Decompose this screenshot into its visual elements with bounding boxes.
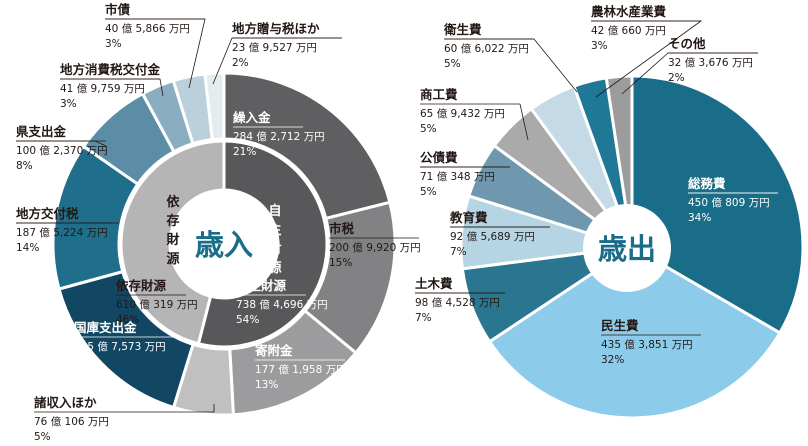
revenue-inner-label-char-0-2: 財 — [267, 241, 281, 257]
revenue-outer-label-name-4: 国庫支出金 — [74, 320, 137, 335]
revenue-center-hole — [171, 191, 277, 297]
revenue-outer-label-pct-3: 5% — [34, 431, 51, 443]
expenditure-label-pct-1: 32% — [601, 354, 624, 366]
expenditure-label-amount-2: 98 億 4,528 万円 — [415, 296, 500, 309]
revenue-outer-leader-line-3 — [124, 404, 215, 413]
revenue-outer-label-name-2: 寄附金 — [255, 343, 293, 358]
expenditure-label-name-5: 商工費 — [420, 87, 458, 102]
revenue-inner-label-amount-0: 738 億 4,696 万円 — [236, 298, 328, 311]
expenditure-label-name-7: 農林水産業費 — [591, 4, 667, 19]
revenue-outer-label-name-7: 地方消費税交付金 — [60, 62, 161, 77]
revenue-outer-label-amount-2: 177 億 1,958 万円 — [255, 363, 347, 376]
revenue-outer-label-amount-3: 76 億 106 万円 — [34, 415, 109, 428]
revenue-outer-leader-line-9 — [212, 37, 342, 85]
expenditure-label-pct-3: 7% — [450, 246, 467, 258]
expenditure-label-pct-7: 3% — [591, 40, 608, 52]
expenditure-label-name-4: 公債費 — [420, 150, 458, 165]
expenditure-center-hole — [583, 204, 671, 292]
expenditure-label-amount-0: 450 億 809 万円 — [688, 196, 770, 209]
revenue-inner-label-amount-1: 610 億 319 万円 — [116, 298, 198, 311]
revenue-outer-label-amount-4: 215 億 7,573 万円 — [74, 340, 166, 353]
revenue-inner-label-char-0-3: 源 — [268, 260, 281, 276]
expenditure-label-pct-4: 5% — [420, 186, 437, 198]
revenue-outer-label-name-0: 繰入金 — [233, 110, 271, 125]
revenue-outer-label-name-3: 諸収入ほか — [34, 395, 97, 410]
expenditure-leader-line-6 — [444, 38, 578, 93]
revenue-outer-label-pct-6: 8% — [16, 160, 33, 172]
revenue-outer-leader-line-8 — [105, 18, 206, 89]
revenue-outer-label-name-8: 市債 — [105, 2, 131, 17]
expenditure-slice-0 — [630, 74, 805, 335]
revenue-outer-label-pct-8: 3% — [105, 38, 122, 50]
expenditure-label-name-8: その他 — [668, 36, 706, 51]
expenditure-slice-1 — [487, 245, 782, 420]
expenditure-label-pct-0: 34% — [688, 212, 711, 224]
revenue-inner-label-char-1-1: 存 — [166, 213, 179, 229]
expenditure-label-name-1: 民生費 — [601, 318, 639, 333]
revenue-outer-label-pct-5: 14% — [16, 242, 39, 254]
revenue-outer-label-amount-8: 40 億 5,866 万円 — [105, 22, 190, 35]
expenditure-label-amount-7: 42 億 660 万円 — [591, 24, 666, 37]
revenue-inner-label-char-0-0: 自 — [268, 203, 281, 219]
revenue-outer-leader-line-6 — [16, 140, 107, 147]
expenditure-label-amount-8: 32 億 3,676 万円 — [668, 56, 753, 69]
expenditure-label-amount-6: 60 億 6,022 万円 — [444, 42, 529, 55]
revenue-outer-label-amount-9: 23 億 9,527 万円 — [232, 41, 317, 54]
revenue-outer-label-amount-6: 100 億 2,370 万円 — [16, 144, 108, 157]
revenue-inner-label-char-0-1: 主 — [268, 222, 281, 238]
expenditure-label-name-6: 衛生費 — [443, 22, 482, 37]
revenue-outer-label-name-6: 県支出金 — [16, 124, 67, 139]
expenditure-leader-line-7 — [591, 20, 703, 98]
revenue-inner-label-pct-1: 46% — [116, 314, 139, 326]
revenue-inner-label-char-1-0: 依 — [166, 194, 180, 210]
revenue-center-label: 歳入 — [195, 228, 253, 262]
expenditure-label-pct-5: 5% — [420, 123, 437, 135]
revenue-inner-slice-0 — [196, 139, 329, 349]
revenue-outer-label-name-9: 地方贈与税ほか — [232, 21, 320, 36]
revenue-inner-label-char-1-3: 源 — [166, 251, 179, 267]
revenue-inner-label-name-0: 自主財源 — [236, 278, 287, 293]
revenue-outer-label-pct-9: 2% — [232, 57, 249, 69]
revenue-outer-label-name-5: 地方交付税 — [16, 206, 79, 221]
expenditure-label-amount-5: 65 億 9,432 万円 — [420, 107, 505, 120]
revenue-outer-label-pct-7: 3% — [60, 98, 77, 110]
expenditure-label-pct-2: 7% — [415, 312, 432, 324]
expenditure-label-amount-1: 435 億 3,851 万円 — [601, 338, 693, 351]
revenue-inner-slice-1 — [119, 139, 226, 346]
revenue-inner-label-pct-0: 54% — [236, 314, 259, 326]
revenue-outer-label-amount-0: 284 億 2,712 万円 — [233, 130, 325, 143]
expenditure-label-name-0: 総務費 — [688, 176, 726, 191]
expenditure-center-label: 歳出 — [598, 232, 656, 266]
revenue-outer-label-amount-1: 200 億 9,920 万円 — [329, 241, 421, 254]
revenue-outer-label-name-1: 市税 — [329, 221, 355, 236]
expenditure-leader-line-5 — [519, 103, 529, 141]
expenditure-label-pct-6: 5% — [444, 58, 461, 70]
expenditure-label-name-2: 土木費 — [415, 276, 453, 291]
expenditure-label-amount-4: 71 億 348 万円 — [420, 170, 495, 183]
revenue-inner-label-name-1: 依存財源 — [116, 278, 167, 293]
revenue-outer-label-amount-5: 187 億 5,224 万円 — [16, 226, 108, 239]
expenditure-label-pct-8: 2% — [668, 72, 685, 84]
revenue-outer-leader-line-7 — [60, 78, 164, 97]
revenue-outer-label-amount-7: 41 億 9,759 万円 — [60, 82, 145, 95]
revenue-outer-label-pct-0: 21% — [233, 146, 256, 158]
revenue-outer-label-pct-2: 13% — [255, 379, 278, 391]
revenue-outer-label-pct-4: 16% — [74, 356, 97, 368]
expenditure-label-name-3: 教育費 — [449, 210, 488, 225]
expenditure-label-amount-3: 92 億 5,689 万円 — [450, 230, 535, 243]
revenue-outer-slice-9 — [203, 71, 226, 142]
revenue-outer-label-pct-1: 15% — [329, 257, 352, 269]
revenue-inner-label-char-1-2: 財 — [165, 232, 179, 248]
expenditure-leader-line-8 — [621, 52, 758, 95]
